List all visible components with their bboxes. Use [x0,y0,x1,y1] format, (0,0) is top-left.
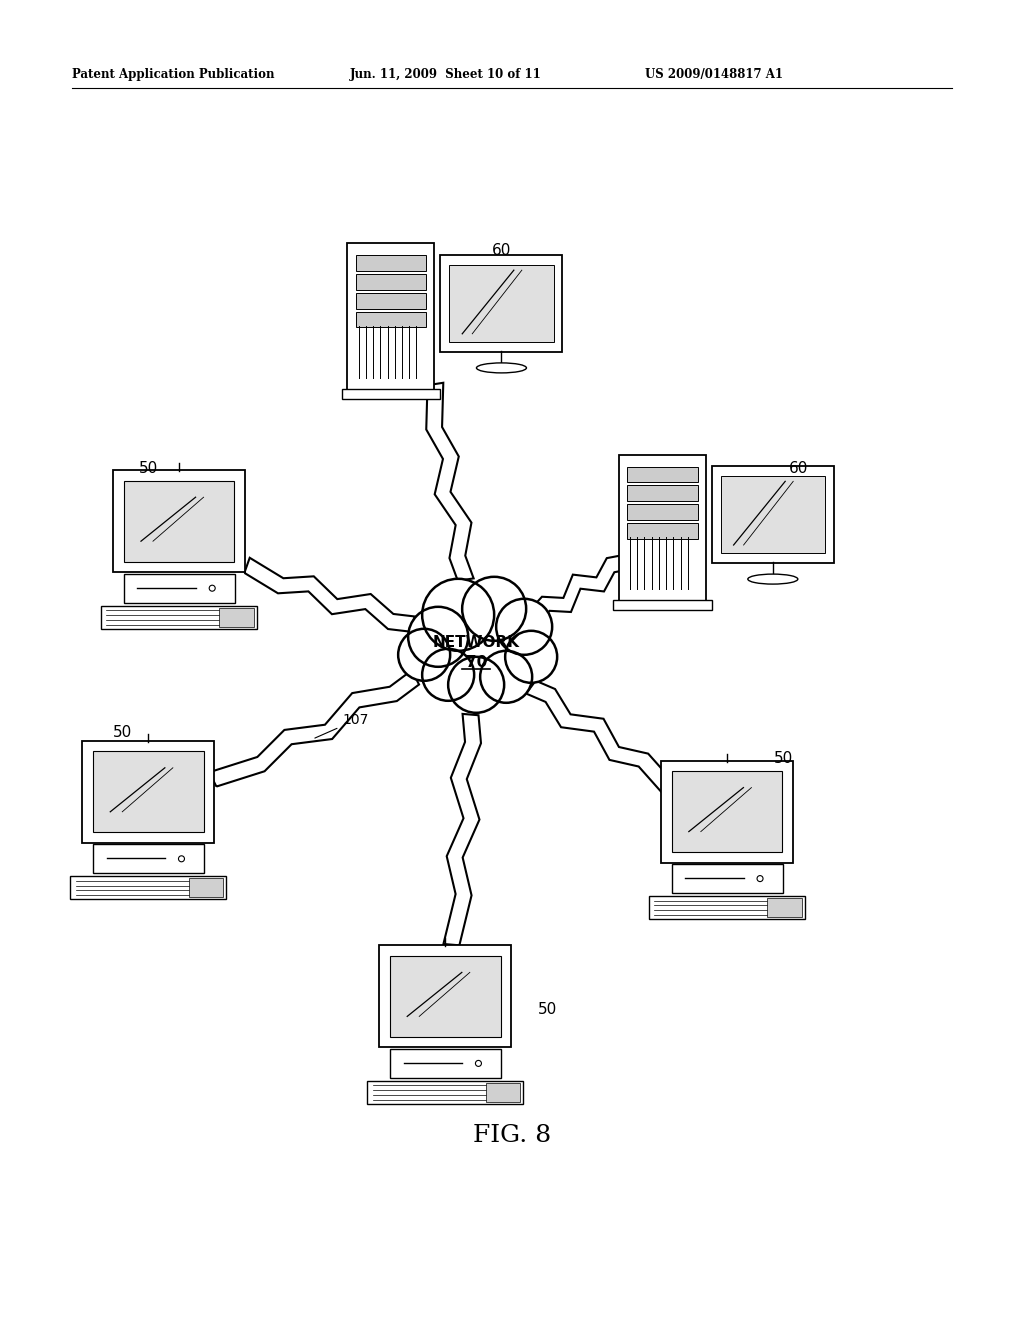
FancyBboxPatch shape [390,956,501,1038]
FancyBboxPatch shape [613,601,712,610]
Text: Patent Application Publication: Patent Application Publication [72,69,274,81]
FancyBboxPatch shape [712,466,834,564]
Polygon shape [443,714,481,945]
Text: 50: 50 [539,1002,557,1018]
Circle shape [422,649,474,701]
FancyBboxPatch shape [485,1082,520,1102]
Text: NETWORK: NETWORK [433,635,519,651]
Ellipse shape [476,363,526,372]
FancyBboxPatch shape [342,389,440,399]
FancyBboxPatch shape [627,466,697,482]
Text: 60: 60 [493,243,511,259]
Polygon shape [526,681,674,796]
Polygon shape [426,383,474,581]
FancyBboxPatch shape [101,606,257,628]
Text: Jun. 11, 2009  Sheet 10 of 11: Jun. 11, 2009 Sheet 10 of 11 [350,69,542,81]
FancyBboxPatch shape [390,1049,501,1078]
FancyBboxPatch shape [767,898,802,917]
FancyBboxPatch shape [368,1081,523,1104]
FancyBboxPatch shape [672,865,782,894]
FancyBboxPatch shape [355,255,426,271]
Text: 60: 60 [790,461,808,477]
FancyBboxPatch shape [355,312,426,327]
Circle shape [497,599,552,655]
Polygon shape [209,671,419,787]
FancyBboxPatch shape [450,265,554,342]
FancyBboxPatch shape [93,845,204,874]
FancyBboxPatch shape [71,876,226,899]
FancyBboxPatch shape [347,243,434,391]
FancyBboxPatch shape [662,760,793,862]
FancyBboxPatch shape [618,454,706,602]
Text: FIG. 8: FIG. 8 [473,1123,551,1147]
FancyBboxPatch shape [83,741,214,842]
Circle shape [409,607,468,667]
FancyBboxPatch shape [721,477,825,553]
Text: 107: 107 [314,713,369,738]
FancyBboxPatch shape [114,470,245,572]
Text: 50: 50 [774,751,793,767]
Ellipse shape [748,574,798,583]
Circle shape [462,577,526,640]
FancyBboxPatch shape [124,574,234,603]
FancyBboxPatch shape [627,504,697,520]
FancyBboxPatch shape [124,480,234,562]
FancyBboxPatch shape [627,486,697,502]
Circle shape [449,657,504,713]
FancyBboxPatch shape [219,607,254,627]
Text: 50: 50 [114,725,132,741]
Circle shape [505,631,557,682]
FancyBboxPatch shape [627,523,697,539]
FancyBboxPatch shape [355,293,426,309]
Text: 70: 70 [466,655,486,671]
Circle shape [422,578,495,651]
Text: US 2009/0148817 A1: US 2009/0148817 A1 [645,69,783,81]
FancyBboxPatch shape [355,275,426,290]
Polygon shape [532,553,640,622]
FancyBboxPatch shape [93,751,204,833]
FancyBboxPatch shape [440,255,562,352]
Circle shape [398,628,451,681]
Circle shape [480,651,532,702]
FancyBboxPatch shape [380,945,511,1047]
Text: 50: 50 [139,461,158,477]
FancyBboxPatch shape [649,896,805,919]
FancyBboxPatch shape [672,771,782,853]
Polygon shape [245,558,415,631]
FancyBboxPatch shape [188,878,223,898]
